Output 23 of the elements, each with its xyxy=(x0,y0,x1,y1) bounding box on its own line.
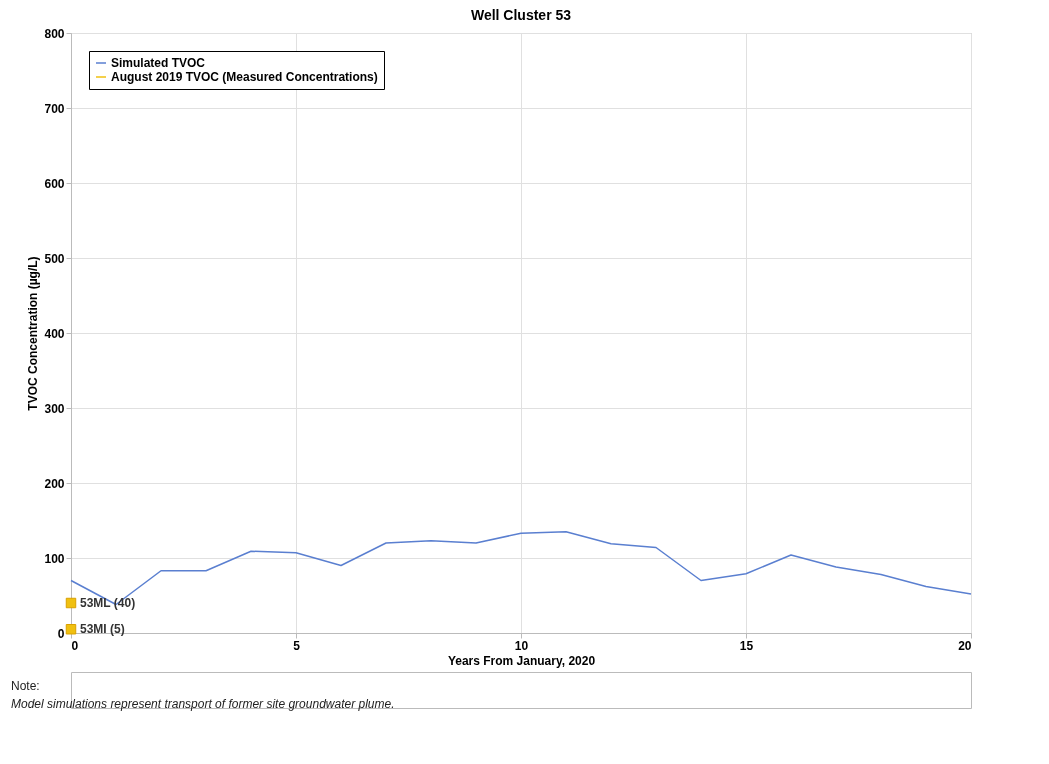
annotation: 53ML (40) xyxy=(80,596,136,610)
legend-label: August 2019 TVOC (Measured Concentrations) xyxy=(111,70,378,84)
text: Note: xyxy=(11,679,40,693)
x-tick-label: 15 xyxy=(739,638,754,653)
x-axis-title: Years From January, 2020 xyxy=(447,653,596,668)
text: Model simulations represent transport of former site groundwater plume. xyxy=(11,697,395,711)
x-tick-label: 0 xyxy=(71,638,79,653)
y-tick-label: 600 xyxy=(44,176,65,191)
y-tick-label: 100 xyxy=(44,551,65,566)
y-tick-label: 300 xyxy=(44,401,65,416)
annotation: 53MI (5) xyxy=(80,622,125,637)
y-tick-label: 200 xyxy=(44,476,65,491)
legend-label: Simulated TVOC xyxy=(111,56,206,70)
y-tick-label: 400 xyxy=(44,326,65,341)
y-tick-label: 500 xyxy=(44,251,65,266)
x-tick-label: 10 xyxy=(514,638,529,653)
y-tick-label: 700 xyxy=(44,101,65,116)
y-axis-title: TVOC Concentration (µg/L) xyxy=(26,256,41,411)
y-tick-label: 800 xyxy=(44,26,65,41)
x-tick-label: 5 xyxy=(293,638,301,653)
chart-title: Well Cluster 53 xyxy=(470,7,572,23)
x-tick-label: 20 xyxy=(958,638,972,653)
y-tick-label: 0 xyxy=(57,626,65,641)
